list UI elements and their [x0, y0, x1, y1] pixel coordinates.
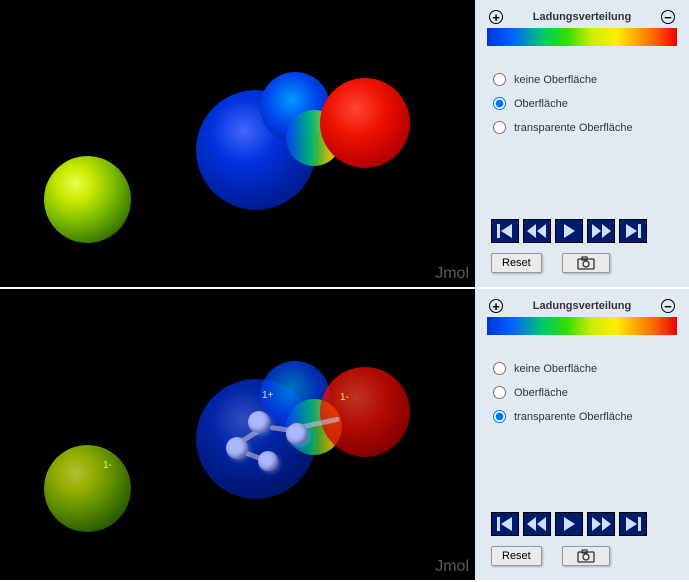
legend-header: + Ladungsverteilung −	[487, 10, 677, 24]
charge-label: 1-	[103, 460, 112, 471]
charge-gradient	[487, 28, 677, 46]
molecule-viewer[interactable]: 1- 1+ 1- Jmol	[0, 289, 475, 580]
play-button[interactable]	[555, 219, 583, 243]
action-buttons: Reset	[487, 253, 677, 277]
plus-icon: +	[489, 10, 503, 24]
surface-option[interactable]: transparente Oberfläche	[493, 410, 677, 423]
control-panel: + Ladungsverteilung − keine Oberfläche O…	[475, 289, 689, 580]
play-button[interactable]	[555, 512, 583, 536]
rewind-button[interactable]	[523, 219, 551, 243]
skip-back-button[interactable]	[491, 219, 519, 243]
legend-title: Ladungsverteilung	[503, 11, 661, 23]
atom	[248, 411, 270, 433]
surface-sphere	[44, 445, 131, 532]
radio-input[interactable]	[493, 73, 506, 86]
radio-input[interactable]	[493, 97, 506, 110]
surface-option[interactable]: transparente Oberfläche	[493, 121, 677, 134]
surface-option[interactable]: Oberfläche	[493, 386, 677, 399]
radio-input[interactable]	[493, 362, 506, 375]
minus-icon: −	[661, 299, 675, 313]
jmol-watermark: Jmol	[435, 265, 469, 283]
fast-forward-button[interactable]	[587, 512, 615, 536]
atom	[258, 451, 278, 471]
radio-input[interactable]	[493, 410, 506, 423]
atom	[226, 437, 248, 459]
skip-forward-button[interactable]	[619, 512, 647, 536]
control-panel: + Ladungsverteilung − keine Oberfläche O…	[475, 0, 689, 287]
option-label[interactable]: transparente Oberfläche	[514, 411, 633, 423]
snapshot-button[interactable]	[562, 253, 610, 273]
reset-button[interactable]: Reset	[491, 253, 542, 273]
action-buttons: Reset	[487, 546, 677, 570]
option-label[interactable]: keine Oberfläche	[514, 363, 597, 375]
minus-icon: −	[661, 10, 675, 24]
option-label[interactable]: Oberfläche	[514, 387, 568, 399]
surface-sphere	[320, 78, 410, 168]
option-label[interactable]: transparente Oberfläche	[514, 122, 633, 134]
surface-sphere	[320, 367, 410, 457]
legend-title: Ladungsverteilung	[503, 300, 661, 312]
surface-options: keine Oberfläche Oberfläche transparente…	[487, 62, 677, 145]
molecule-viewer[interactable]: Jmol	[0, 0, 475, 287]
skip-forward-button[interactable]	[619, 219, 647, 243]
surface-option[interactable]: Oberfläche	[493, 97, 677, 110]
atom	[286, 423, 308, 445]
reset-button[interactable]: Reset	[491, 546, 542, 566]
radio-input[interactable]	[493, 386, 506, 399]
jmol-panel: Jmol + Ladungsverteilung − keine Oberflä…	[0, 0, 689, 289]
jmol-panel: 1- 1+ 1- Jmol + Ladungsverteilung − keine …	[0, 289, 689, 580]
radio-input[interactable]	[493, 121, 506, 134]
skip-back-button[interactable]	[491, 512, 519, 536]
charge-gradient	[487, 317, 677, 335]
legend-header: + Ladungsverteilung −	[487, 299, 677, 313]
charge-label: 1-	[340, 392, 349, 403]
surface-option[interactable]: keine Oberfläche	[493, 73, 677, 86]
surface-option[interactable]: keine Oberfläche	[493, 362, 677, 375]
playback-controls	[487, 219, 677, 243]
rewind-button[interactable]	[523, 512, 551, 536]
surface-options: keine Oberfläche Oberfläche transparente…	[487, 351, 677, 434]
fast-forward-button[interactable]	[587, 219, 615, 243]
plus-icon: +	[489, 299, 503, 313]
jmol-watermark: Jmol	[435, 558, 469, 576]
option-label[interactable]: keine Oberfläche	[514, 74, 597, 86]
snapshot-button[interactable]	[562, 546, 610, 566]
option-label[interactable]: Oberfläche	[514, 98, 568, 110]
surface-sphere	[44, 156, 131, 243]
charge-label: 1+	[262, 390, 273, 401]
playback-controls	[487, 512, 677, 536]
